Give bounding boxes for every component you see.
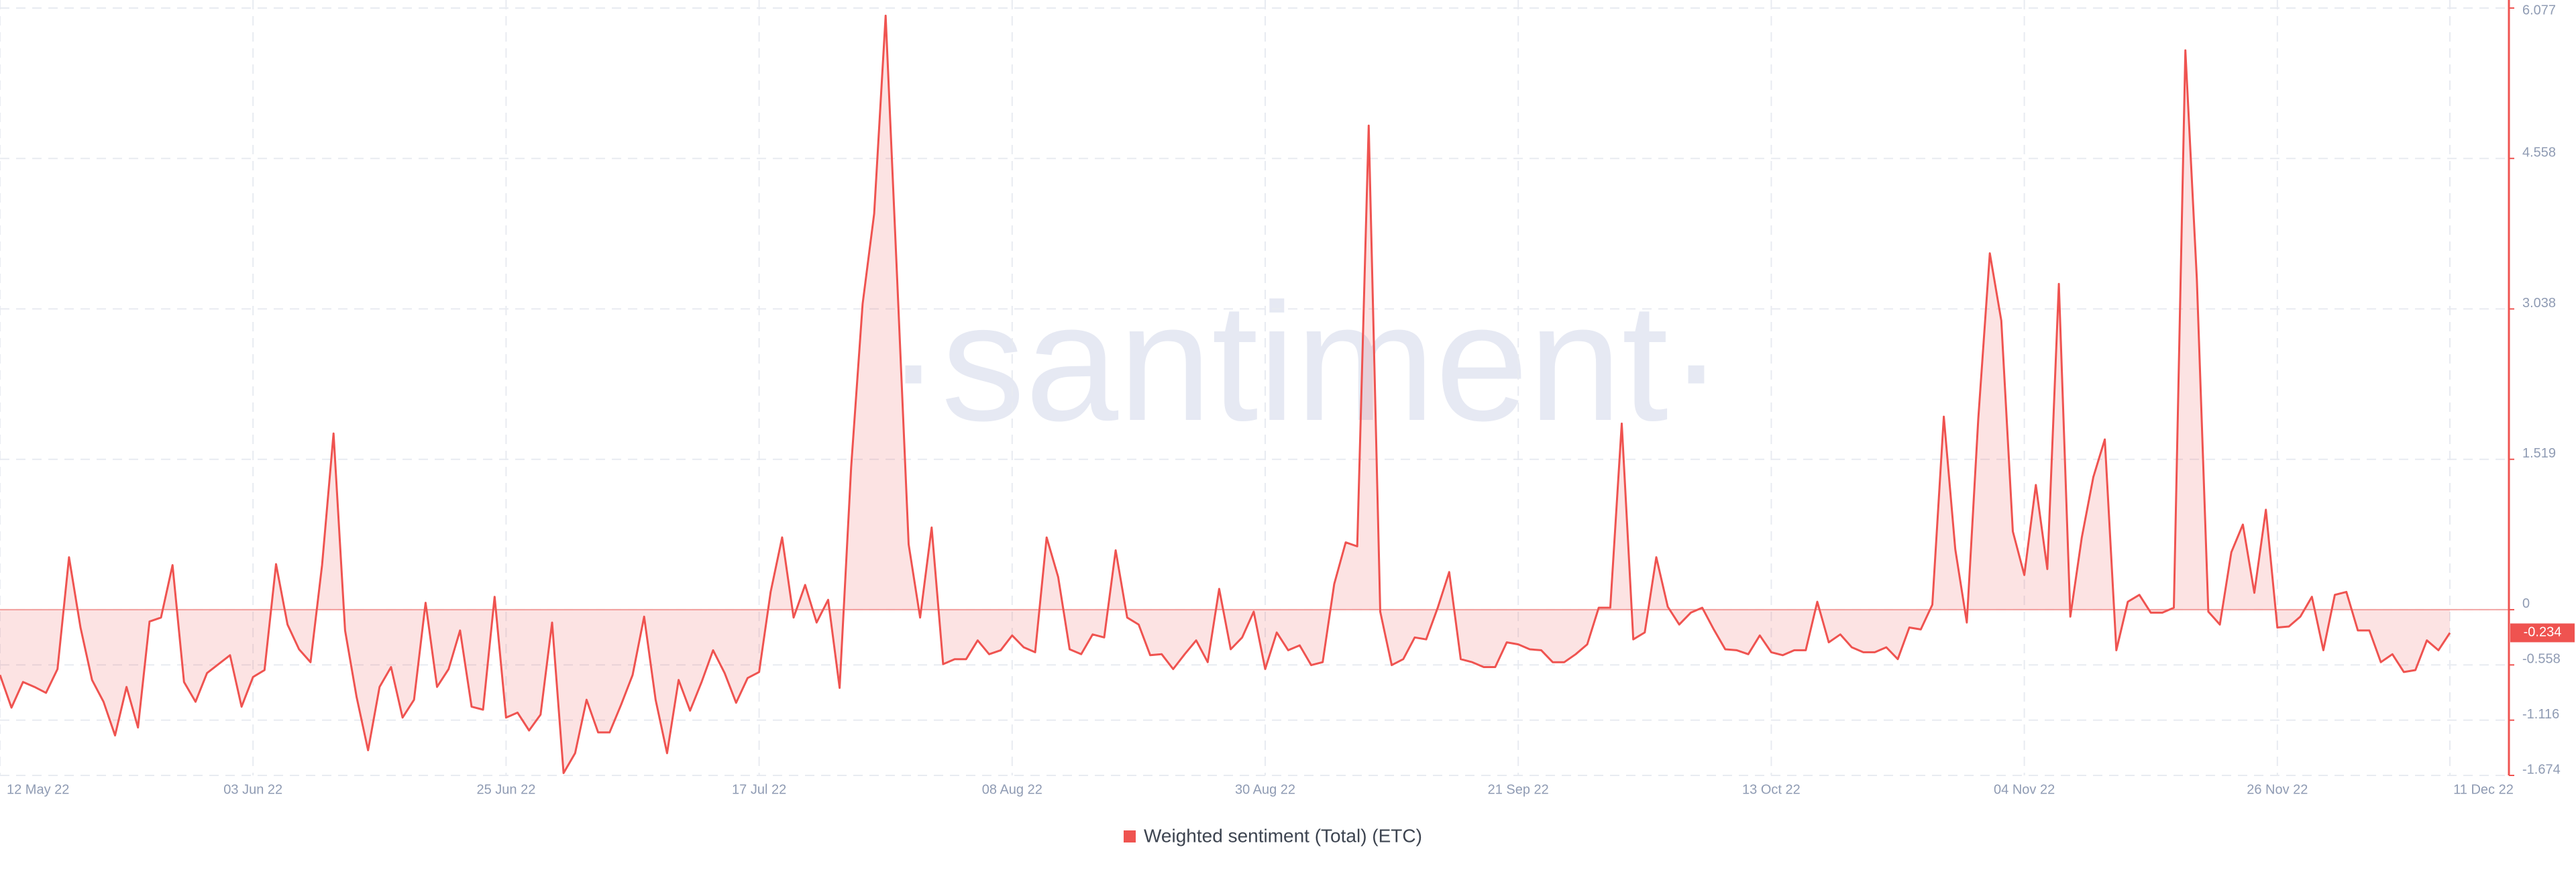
x-tick-label: 25 Jun 22 [476, 782, 535, 797]
y-tick-label: 3.038 [2522, 296, 2556, 311]
legend-swatch [1124, 830, 1136, 842]
y-tick-label: 0 [2522, 596, 2530, 611]
x-tick-label: 03 Jun 22 [223, 782, 282, 797]
last-value-label: -0.234 [2524, 625, 2562, 640]
x-tick-label: 11 Dec 22 [2453, 782, 2514, 797]
line [0, 14, 2451, 774]
y-tick-label: -0.558 [2522, 652, 2561, 667]
legend-label: Weighted sentiment (Total) (ETC) [1144, 825, 1422, 846]
x-tick-label: 26 Nov 22 [2247, 782, 2308, 797]
y-tick-label: -1.674 [2522, 762, 2561, 777]
y-tick-label: 1.519 [2522, 446, 2556, 461]
y-tick-label: -1.116 [2522, 707, 2559, 722]
y-tick-label: 6.077 [2522, 3, 2556, 17]
x-tick-label: 30 Aug 22 [1235, 782, 1295, 797]
x-tick-label: 08 Aug 22 [982, 782, 1042, 797]
x-tick-label: 17 Jul 22 [732, 782, 786, 797]
y-tick-label: 4.558 [2522, 145, 2556, 160]
x-tick-label: 21 Sep 22 [1488, 782, 1549, 797]
x-tick-label: 12 May 22 [7, 782, 69, 797]
x-tick-label: 13 Oct 22 [1742, 782, 1801, 797]
watermark: ·santiment· [885, 268, 1724, 455]
last-value-badge [2510, 623, 2575, 643]
x-tick-label: 04 Nov 22 [1994, 782, 2055, 797]
